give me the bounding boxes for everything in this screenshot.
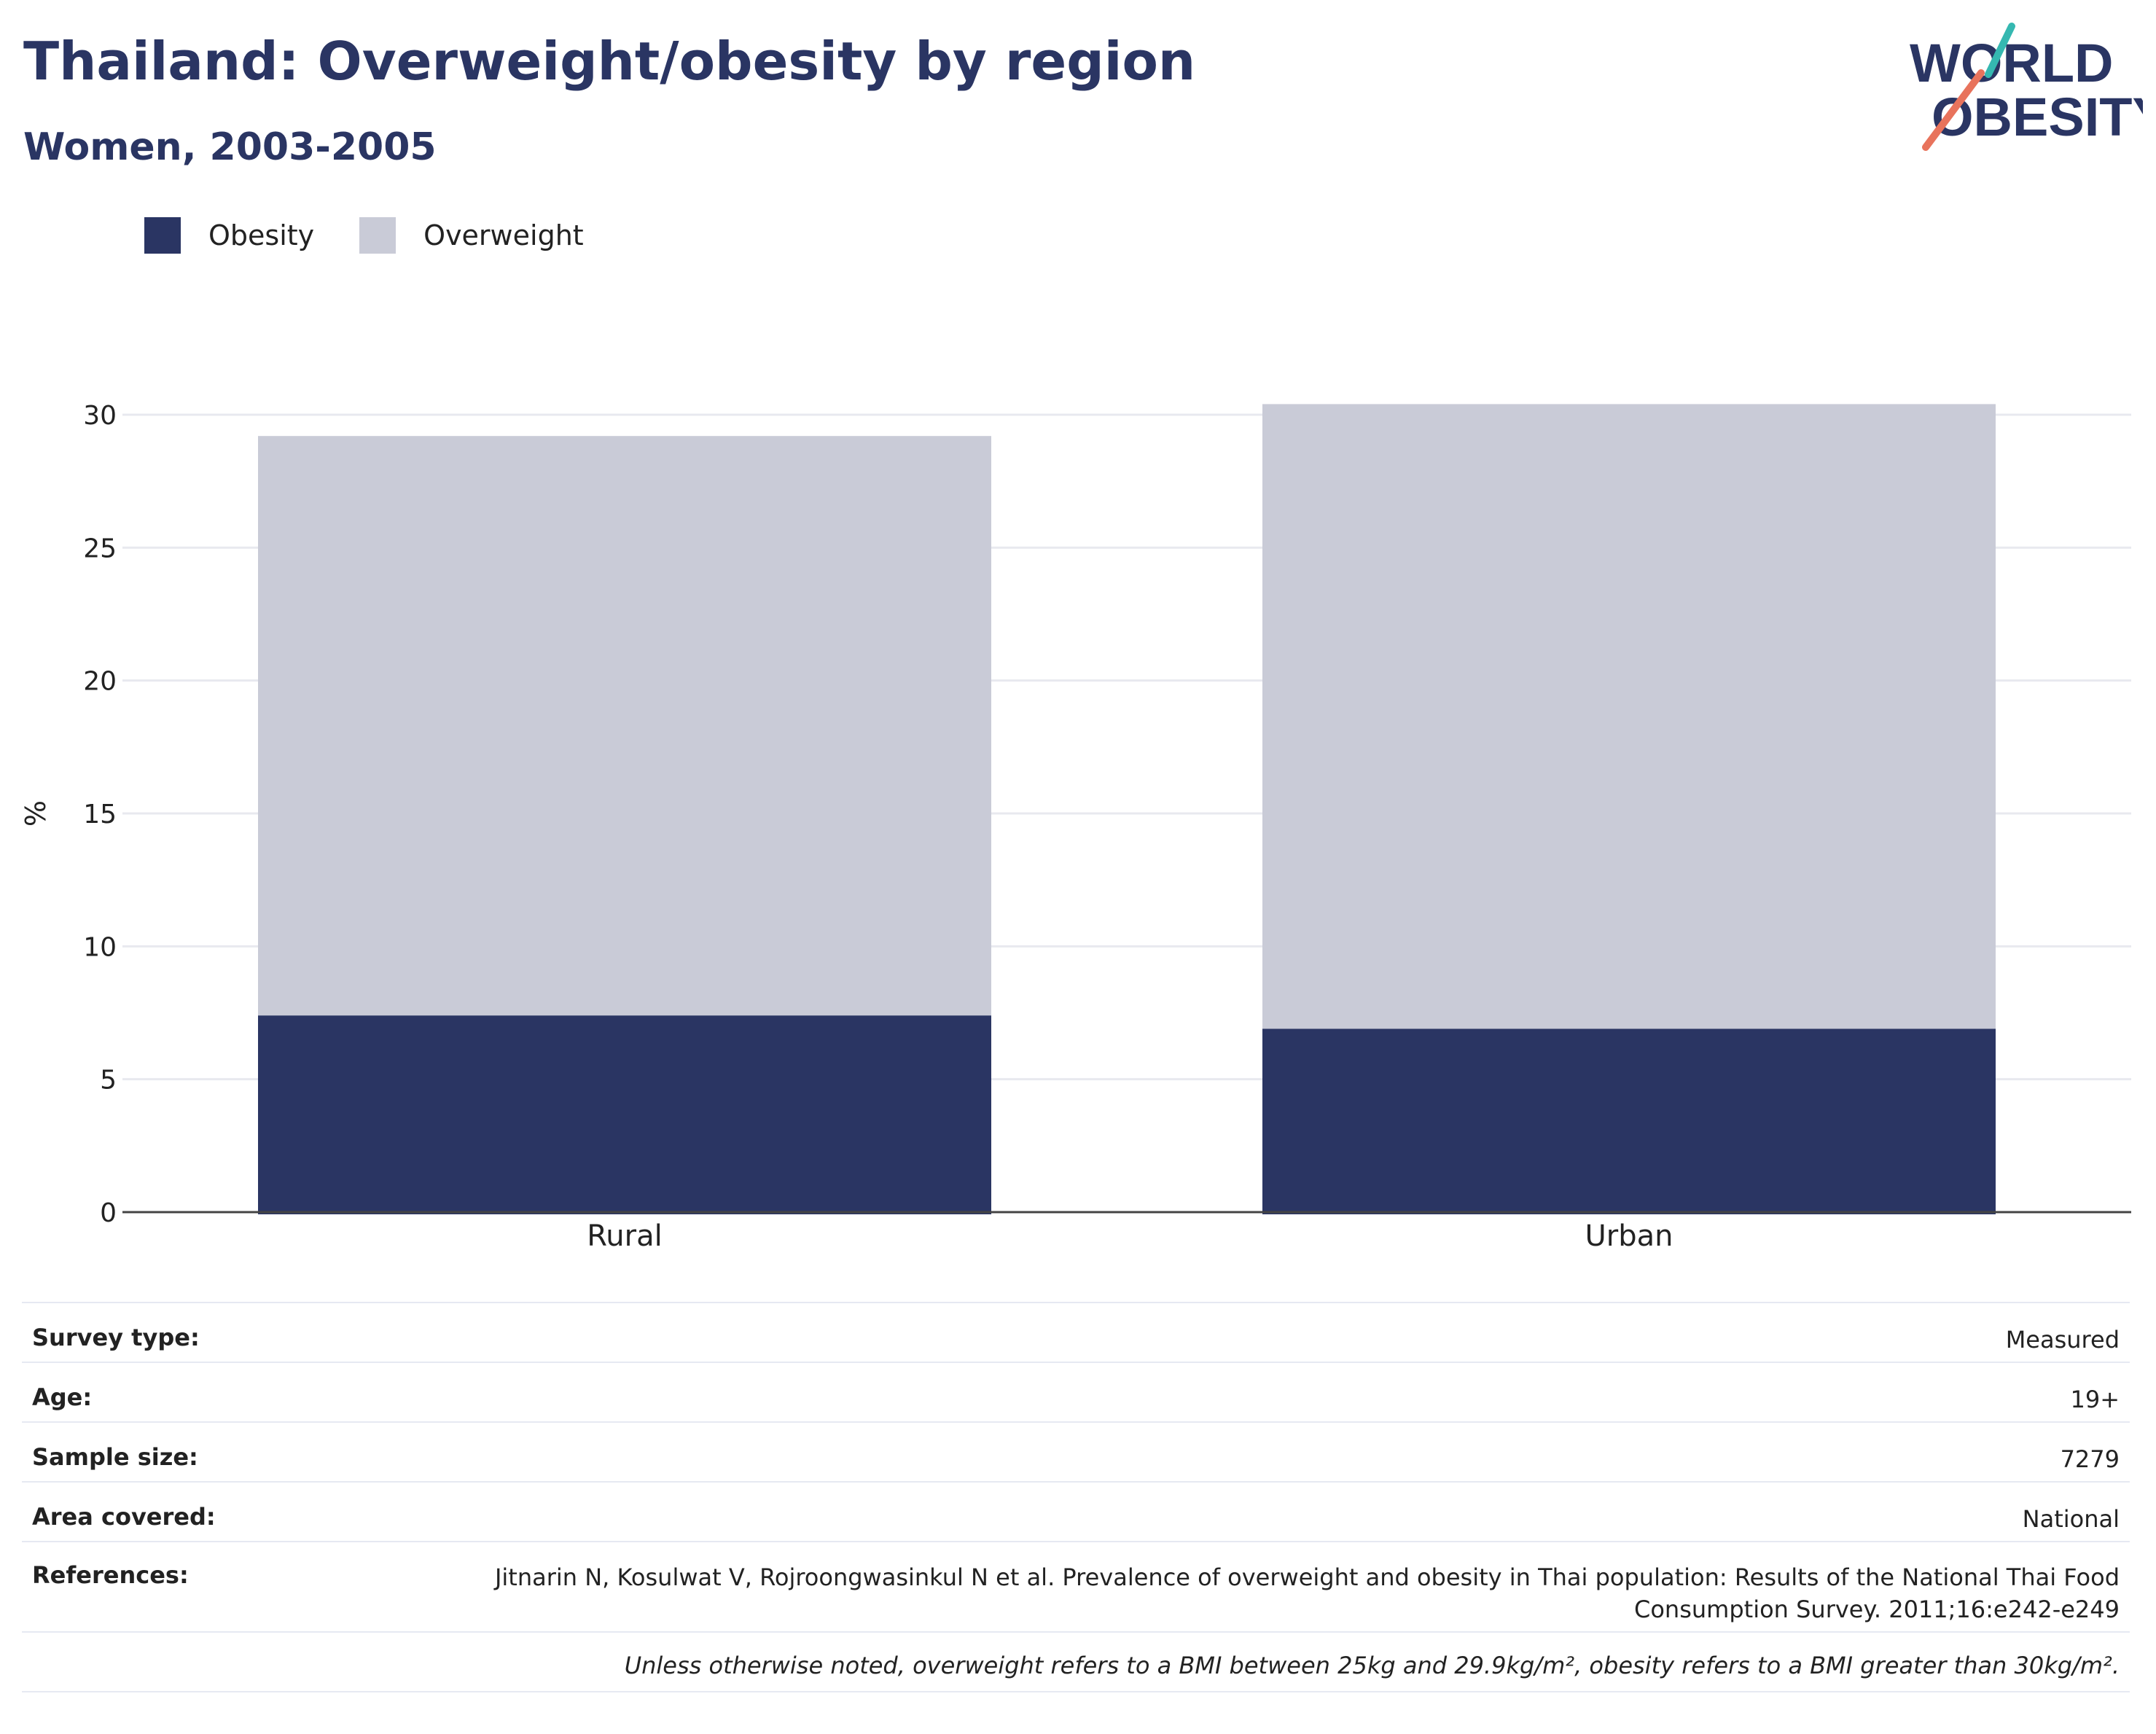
- chart-title: Thailand: Overweight/obesity by region: [23, 31, 1196, 92]
- references-label: References:: [32, 1561, 189, 1589]
- x-tick-label: Rural: [587, 1219, 662, 1253]
- y-tick-label: 5: [100, 1066, 117, 1096]
- legend-label-obesity: Obesity: [208, 219, 315, 251]
- sample-size-label: Sample size:: [32, 1443, 198, 1471]
- chart-subtitle: Women, 2003-2005: [23, 125, 437, 169]
- y-tick-label: 0: [100, 1198, 117, 1228]
- bar-overweight-urban: [1262, 404, 1996, 1029]
- sample-size-row: Sample size: 7279: [22, 1421, 2130, 1481]
- y-tick-label: 25: [83, 534, 117, 563]
- bar-overweight-rural: [258, 436, 991, 1016]
- x-tick-label: Urban: [1585, 1219, 1673, 1253]
- legend-swatch-overweight: [359, 217, 397, 254]
- bar-obesity-rural: [258, 1015, 991, 1214]
- world-obesity-logo: WORLD OBESITY: [1910, 23, 2143, 151]
- survey-type-row: Survey type: Measured: [22, 1302, 2130, 1362]
- age-value: 19+: [2070, 1386, 2120, 1413]
- survey-type-label: Survey type:: [32, 1324, 200, 1351]
- legend-item-overweight[interactable]: Overweight: [359, 217, 584, 254]
- survey-type-value: Measured: [2005, 1326, 2120, 1354]
- chart-legend: Obesity Overweight: [144, 217, 629, 254]
- bar-chart: 0 5 10 15 20 25 30% Rural Urban: [20, 401, 2131, 1253]
- logo-slash-coral: [1922, 69, 1985, 151]
- bmi-definition-note: Unless otherwise noted, overweight refer…: [22, 1631, 2130, 1692]
- y-tick-label: 30: [83, 401, 117, 431]
- legend-swatch-obesity: [144, 217, 181, 254]
- area-covered-value: National: [2022, 1505, 2120, 1533]
- y-tick-label: 20: [83, 667, 117, 697]
- area-covered-row: Area covered: National: [22, 1481, 2130, 1541]
- survey-info-table: Survey type: Measured Age: 19+ Sample si…: [22, 1302, 2130, 1692]
- y-axis-label: %: [20, 800, 52, 827]
- legend-label-overweight: Overweight: [423, 219, 584, 251]
- sample-size-value: 7279: [2060, 1445, 2120, 1473]
- age-label: Age:: [32, 1383, 93, 1411]
- bar-obesity-urban: [1262, 1028, 1996, 1214]
- area-covered-label: Area covered:: [32, 1503, 216, 1531]
- y-tick-label: 15: [83, 800, 117, 829]
- age-row: Age: 19+: [22, 1362, 2130, 1421]
- legend-item-obesity[interactable]: Obesity: [144, 217, 314, 254]
- references-row: References: Jitnarin N, Kosulwat V, Rojr…: [22, 1541, 2130, 1631]
- references-value: Jitnarin N, Kosulwat V, Rojroongwasinkul…: [494, 1563, 2120, 1623]
- logo-word-world: WORLD: [1910, 33, 2114, 93]
- logo-slash-teal: [1985, 23, 2015, 78]
- y-tick-label: 10: [83, 932, 117, 962]
